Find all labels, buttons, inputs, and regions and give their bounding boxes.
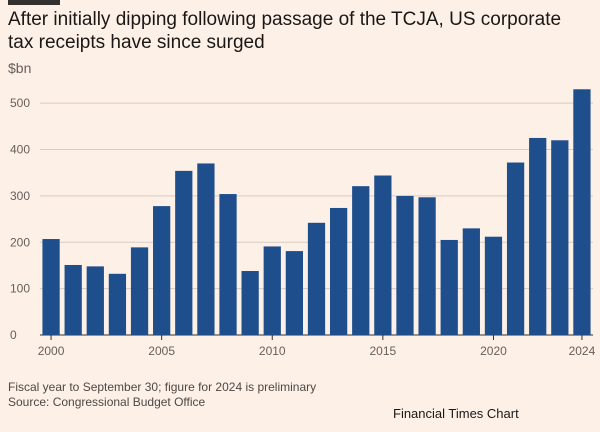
y-tick-label: 300 bbox=[10, 189, 30, 203]
bar-2009 bbox=[241, 271, 259, 335]
y-tick-label: 100 bbox=[10, 282, 30, 296]
x-tick-label: 2000 bbox=[38, 344, 65, 358]
bar-2019 bbox=[462, 228, 480, 335]
y-tick-label: 500 bbox=[10, 96, 30, 110]
bar-2000 bbox=[42, 239, 60, 335]
bar-2024 bbox=[573, 89, 591, 335]
chart-title: After initially dipping following passag… bbox=[8, 9, 562, 53]
x-tick-label: 2020 bbox=[480, 344, 507, 358]
bar-2003 bbox=[108, 273, 127, 335]
bar-2011 bbox=[285, 251, 304, 335]
brand-bar bbox=[8, 0, 60, 5]
bar-2004 bbox=[130, 247, 149, 335]
bar-2001 bbox=[64, 264, 82, 335]
bar-2006 bbox=[175, 170, 193, 335]
bar-2017 bbox=[418, 197, 436, 335]
bar-2007 bbox=[197, 163, 215, 335]
bar-2014 bbox=[352, 186, 370, 335]
x-tick-label: 2005 bbox=[148, 344, 175, 358]
footnote: Fiscal year to September 30; figure for … bbox=[8, 380, 316, 410]
x-tick-label: 2015 bbox=[370, 344, 397, 358]
bar-2005 bbox=[153, 206, 171, 335]
y-tick-label: 200 bbox=[10, 235, 30, 249]
bar-2018 bbox=[440, 239, 458, 335]
y-tick-labels: 0 100 200 300 400 500 bbox=[10, 96, 30, 342]
x-tick-label: 2024 bbox=[569, 344, 596, 358]
footnote-text: Fiscal year to September 30; figure for … bbox=[8, 380, 317, 394]
bar-2016 bbox=[396, 195, 414, 335]
x-tick-labels: 2000 2005 2010 2015 2020 2024 bbox=[38, 335, 596, 358]
bar-2013 bbox=[329, 207, 348, 335]
bar-2020 bbox=[484, 236, 503, 335]
bar-2023 bbox=[551, 140, 569, 335]
bar-2012 bbox=[307, 222, 326, 335]
bar-2010 bbox=[263, 246, 281, 335]
chart-credit: Financial Times Chart bbox=[393, 406, 519, 421]
bar-2021 bbox=[506, 162, 525, 335]
y-axis-unit: $bn bbox=[8, 60, 32, 76]
bars bbox=[42, 89, 591, 335]
source-text: Source: Congressional Budget Office bbox=[8, 395, 206, 409]
bar-2022 bbox=[529, 137, 547, 335]
bar-2015 bbox=[374, 175, 392, 335]
bar-2008 bbox=[219, 194, 237, 335]
y-tick-label: 0 bbox=[10, 328, 17, 342]
x-tick-label: 2010 bbox=[259, 344, 286, 358]
bar-2002 bbox=[86, 266, 104, 335]
y-tick-label: 400 bbox=[10, 143, 30, 157]
